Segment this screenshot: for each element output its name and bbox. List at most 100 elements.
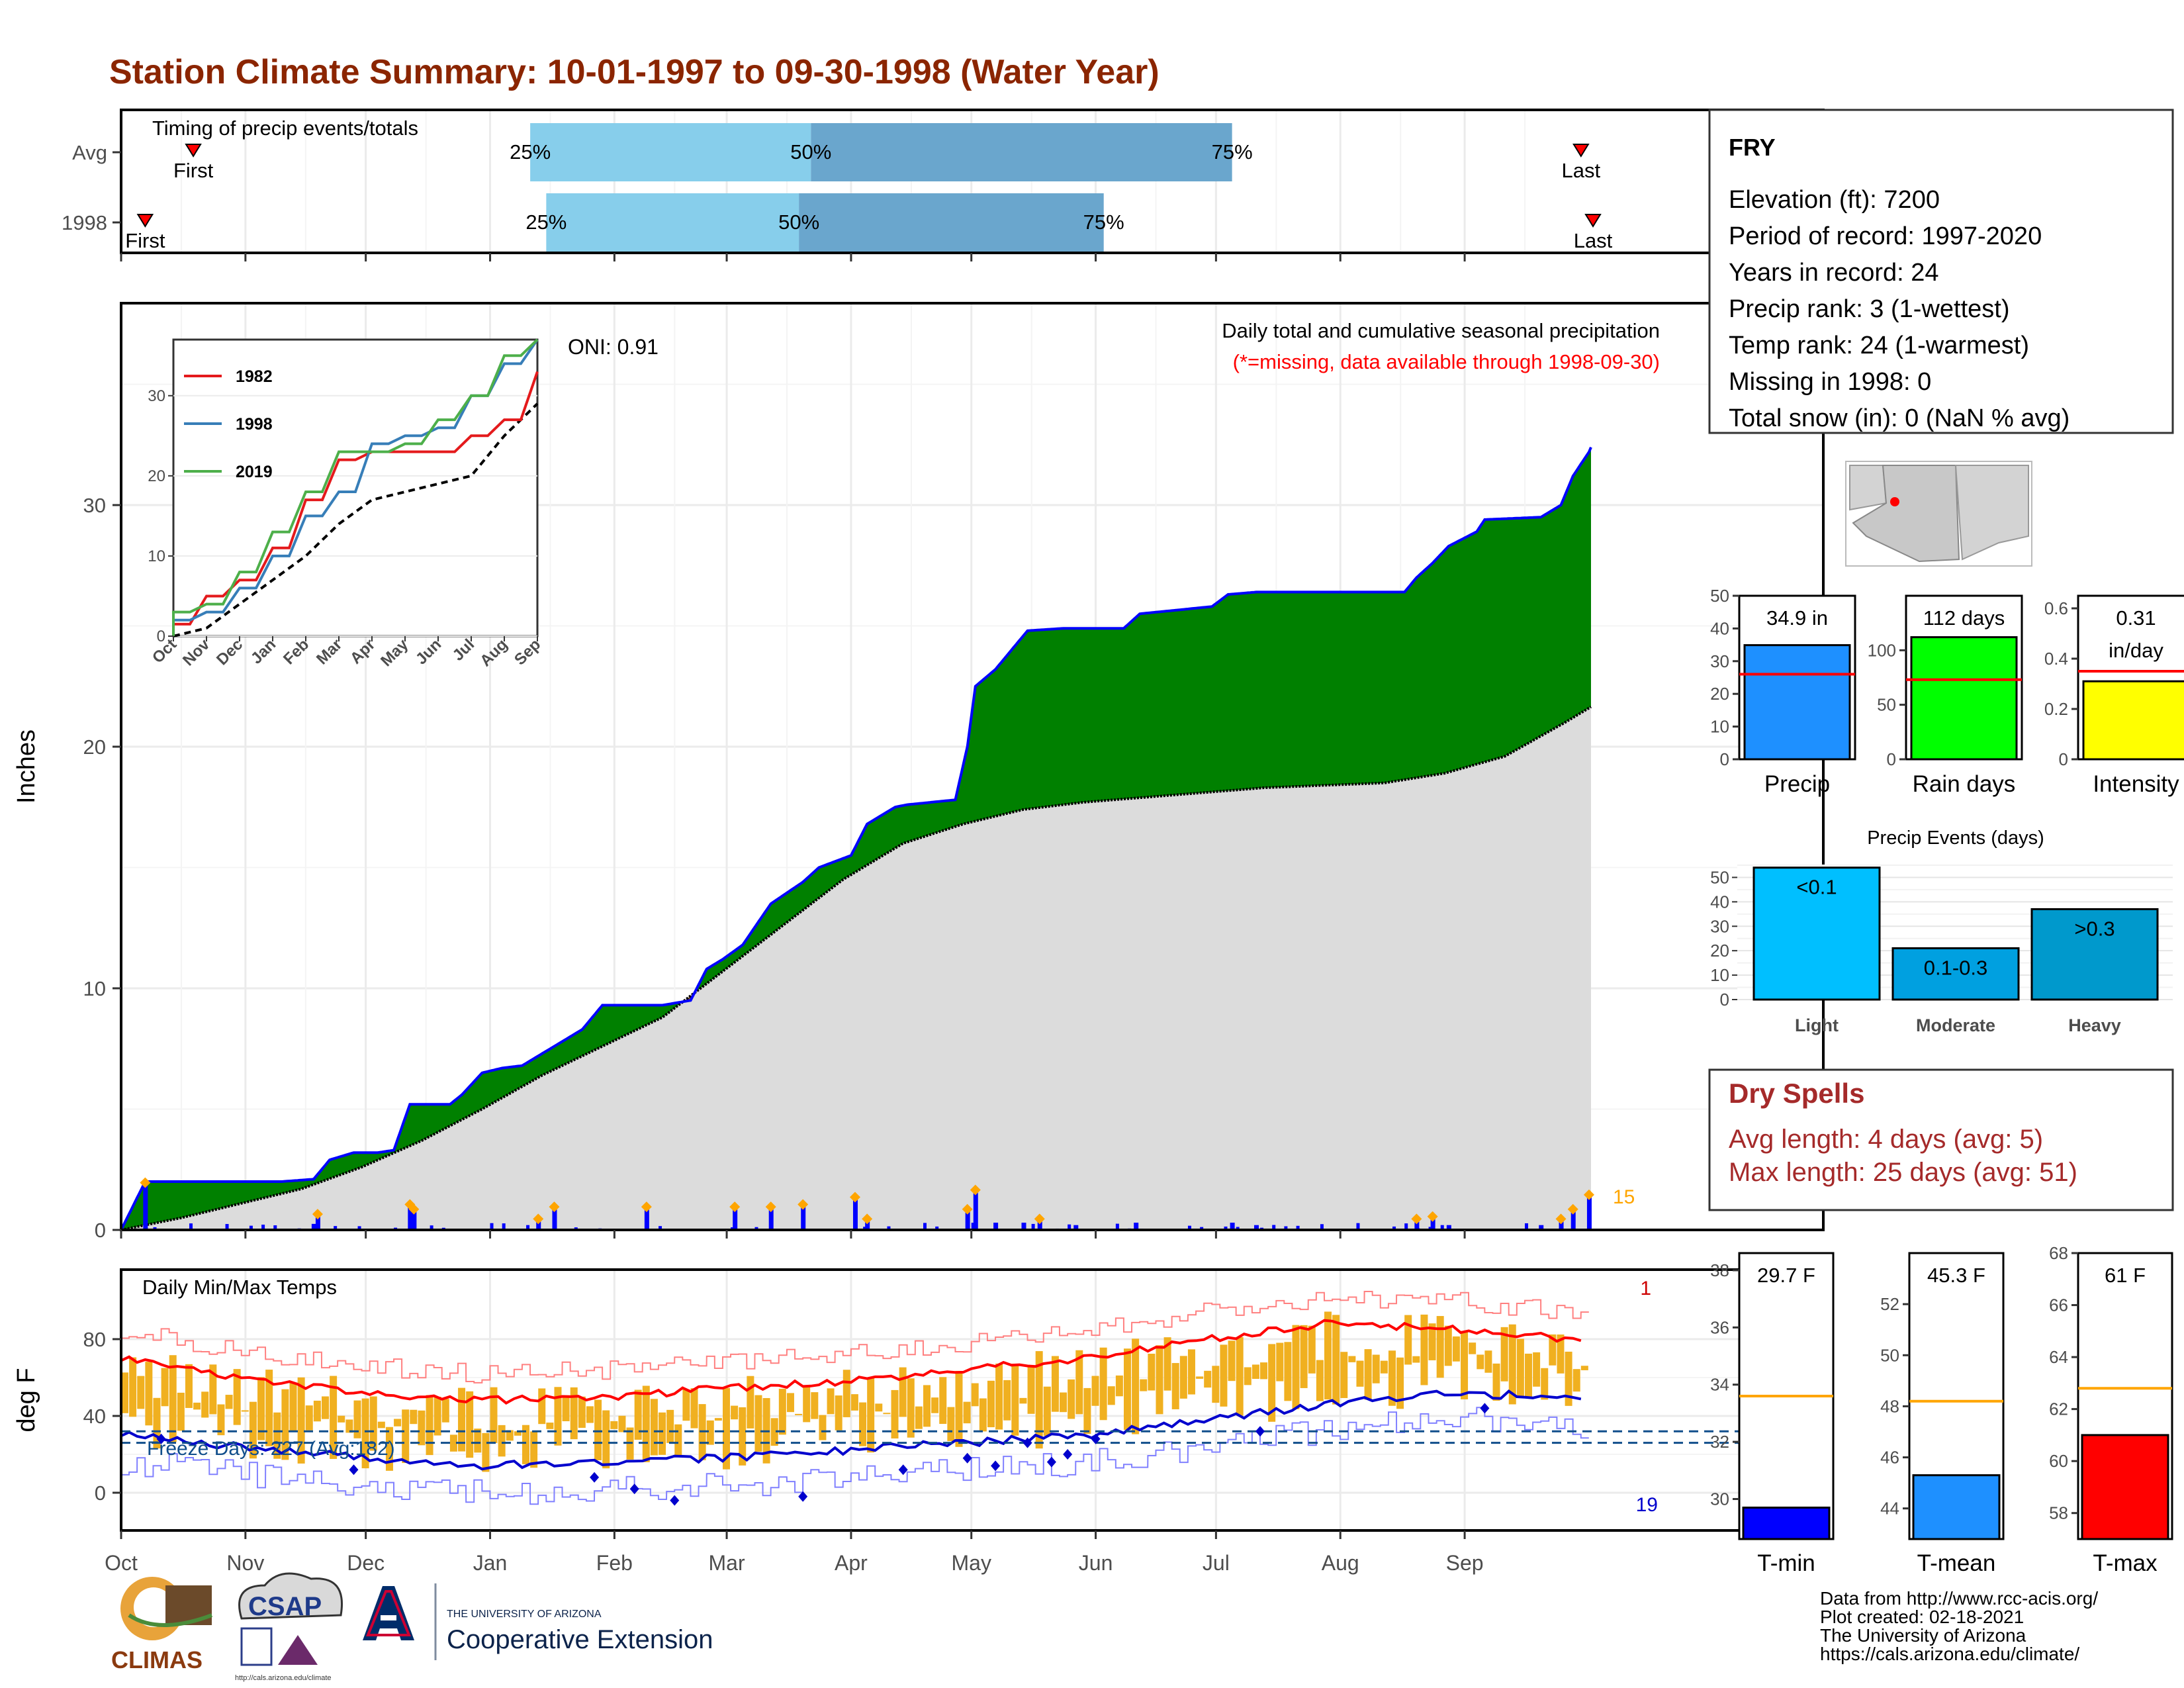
- daily-temp-bar: [907, 1378, 915, 1438]
- ua-line-2: Cooperative Extension: [447, 1625, 713, 1654]
- daily-temp-bar: [1284, 1342, 1292, 1401]
- daily-precip-bar: [357, 1226, 361, 1230]
- summary-y-tick-label: 40: [1710, 618, 1729, 638]
- events-value-label: >0.3: [2074, 917, 2115, 940]
- daily-precip-bar: [412, 1210, 417, 1230]
- record-low-marker: [590, 1472, 600, 1483]
- daily-temp-bar: [369, 1396, 377, 1451]
- station-info-line: Missing in 1998: 0: [1729, 368, 1931, 396]
- events-bar-moderate: [1891, 947, 2020, 1001]
- precip-y-tick-label: 10: [83, 977, 106, 1000]
- daily-temp-bar: [1124, 1348, 1131, 1430]
- timing-first-label: First: [173, 159, 214, 182]
- summary-y-tick-label: 0: [2059, 749, 2068, 769]
- daily-precip-bar: [1073, 1225, 1079, 1230]
- summary-y-tick-label: 50: [1877, 695, 1896, 715]
- daily-temp-bar: [522, 1425, 529, 1464]
- daily-temp-bar: [674, 1424, 682, 1456]
- daily-precip-bar: [1320, 1224, 1324, 1230]
- inset-x-tick-label: Aug: [477, 635, 511, 670]
- daily-temp-bar: [1027, 1366, 1035, 1414]
- timing-p25-label: 25%: [510, 140, 551, 164]
- daily-temp-bar: [1516, 1338, 1524, 1398]
- precip-missing-note: (*=missing, data available through 1998-…: [1233, 350, 1660, 373]
- daily-temp-bar: [498, 1425, 506, 1457]
- station-info-line: Temp rank: 24 (1-warmest): [1729, 332, 2029, 359]
- daily-temp-bar: [353, 1400, 361, 1438]
- daily-temp-bar: [1244, 1367, 1251, 1385]
- month-label: Nov: [226, 1551, 264, 1575]
- timing-p50-label: 50%: [790, 140, 831, 164]
- daily-precip-bar: [526, 1225, 530, 1230]
- daily-temp-bar: [265, 1370, 273, 1446]
- daily-precip-bar: [502, 1223, 506, 1230]
- daily-temp-bar: [602, 1410, 610, 1469]
- record-low-marker: [629, 1483, 639, 1495]
- heavy-precip-marker: [729, 1201, 741, 1213]
- temp-count-bottom: 19: [1636, 1494, 1658, 1516]
- inset-legend-label: 1998: [236, 415, 273, 434]
- daily-temp-bar: [1196, 1376, 1204, 1379]
- station-info-line: Elevation (ft): 7200: [1729, 186, 1940, 214]
- inset-x-tick-label: Mar: [313, 635, 345, 668]
- timing-last-marker: [1572, 144, 1590, 158]
- daily-temp-bar: [835, 1395, 842, 1430]
- timing-bar-q2: [530, 123, 811, 181]
- daily-temp-bar: [594, 1399, 602, 1461]
- daily-precip-bar: [863, 1227, 867, 1230]
- heavy-precip-marker: [970, 1184, 981, 1196]
- daily-temp-bar: [1140, 1379, 1148, 1391]
- daily-precip-bar: [1446, 1225, 1451, 1230]
- record-low-marker: [1091, 1433, 1101, 1444]
- temp-summary-y-tick-label: 64: [2049, 1347, 2068, 1367]
- temp-summary-y-tick-label: 48: [1880, 1396, 1899, 1416]
- precip-y-tick-label: 30: [83, 494, 106, 517]
- daily-temp-bar: [201, 1391, 209, 1418]
- oni-label: ONI: 0.91: [568, 335, 659, 359]
- daily-temp-bar: [209, 1364, 217, 1415]
- temp-y-tick-label: 80: [83, 1328, 106, 1351]
- daily-precip-bar: [965, 1210, 970, 1230]
- daily-temp-bar: [642, 1385, 650, 1462]
- station-info-line: Total snow (in): 0 (NaN % avg): [1729, 404, 2070, 432]
- record-low-marker: [670, 1495, 680, 1506]
- csap-logo: CSAP http://cals.arizona.edu/climate: [235, 1572, 343, 1682]
- temp-summary-y-tick-label: 44: [1880, 1499, 1899, 1519]
- temp-y-label: deg F: [13, 1368, 40, 1432]
- daily-precip-bar: [1284, 1226, 1288, 1230]
- daily-temp-bar: [161, 1368, 169, 1407]
- summary-bar-precip: [1743, 644, 1851, 761]
- credits: Data from http://www.rcc-acis.org/ Plot …: [1820, 1588, 2098, 1664]
- daily-temp-bar: [1412, 1356, 1420, 1363]
- station-box: FRY Elevation (ft): 7200 Period of record…: [1708, 109, 2174, 434]
- heavy-precip-marker: [1427, 1211, 1438, 1222]
- inset-y-tick-label: 0: [157, 628, 165, 645]
- daily-precip-bar: [153, 1227, 157, 1230]
- daily-temp-bar: [850, 1394, 858, 1411]
- inset-x-tick-label: Sep: [511, 635, 544, 669]
- daily-temp-bar: [1043, 1386, 1051, 1436]
- daily-precip-bar: [1115, 1223, 1119, 1230]
- record-low-marker: [1046, 1456, 1056, 1468]
- daily-temp-bar: [803, 1386, 811, 1423]
- daily-temp-bar: [145, 1362, 153, 1426]
- daily-precip-bar: [273, 1225, 277, 1230]
- daily-temp-bar: [1075, 1350, 1083, 1415]
- daily-temp-bar: [426, 1395, 433, 1456]
- summary-value-label: 0.31: [2116, 606, 2156, 630]
- heavy-precip-marker: [1411, 1213, 1422, 1225]
- station-info-line: Period of record: 1997-2020: [1729, 222, 2042, 250]
- daily-temp-bar: [1187, 1349, 1195, 1395]
- daily-temp-bar: [297, 1377, 305, 1464]
- daily-temp-bar: [137, 1376, 145, 1409]
- daily-temp-bar: [361, 1398, 369, 1469]
- daily-temp-bar: [482, 1432, 490, 1472]
- daily-temp-bar: [1212, 1366, 1220, 1403]
- daily-precip-bar: [552, 1208, 557, 1230]
- daily-temp-bar: [449, 1434, 457, 1452]
- daily-temp-bar: [466, 1391, 474, 1458]
- temp-y-tick-label: 0: [95, 1481, 106, 1505]
- daily-temp-bar: [241, 1410, 249, 1412]
- temp-count-top: 1: [1640, 1278, 1651, 1299]
- daily-precip-bar: [143, 1184, 148, 1230]
